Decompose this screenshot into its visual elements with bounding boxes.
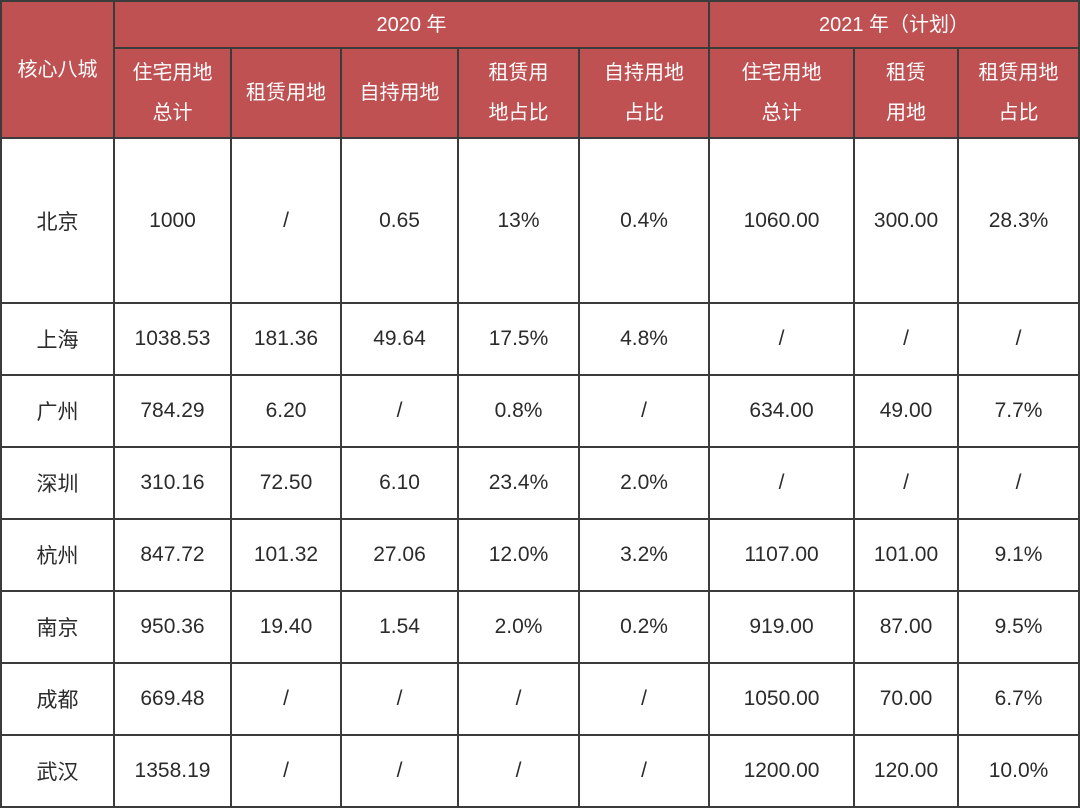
table-cell: 0.4%: [577, 137, 711, 304]
column-header: 住宅用地 总计: [708, 47, 856, 139]
table-cell: 23.4%: [457, 446, 580, 520]
table-cell: 19.40: [230, 590, 342, 664]
table-cell: 1038.53: [113, 302, 232, 376]
table-cell: 919.00: [708, 590, 856, 664]
table-row: 上海 1038.53 181.36 49.64 17.5% 4.8% / / /: [0, 302, 1080, 376]
table-cell: 17.5%: [457, 302, 580, 376]
table-cell: 70.00: [853, 662, 960, 736]
table-cell: 28.3%: [957, 137, 1080, 304]
table-cell: 101.00: [853, 518, 960, 592]
row-header-city: 北京: [0, 137, 115, 304]
table-cell: 0.8%: [457, 374, 580, 448]
table-cell: 950.36: [113, 590, 232, 664]
table-cell: /: [340, 374, 459, 448]
table-cell: 3.2%: [577, 518, 711, 592]
table-cell: 9.1%: [957, 518, 1080, 592]
table-cell: 49.64: [340, 302, 459, 376]
table-cell: 27.06: [340, 518, 459, 592]
table-cell: 1.54: [340, 590, 459, 664]
row-header-city: 上海: [0, 302, 115, 376]
table-cell: 300.00: [853, 137, 960, 304]
column-header: 住宅用地 总计: [113, 47, 232, 139]
table-body: 北京 1000/0.65 13% 0.4% 1060.00 300.00 28.3% 上海 10…: [0, 137, 1080, 808]
table-cell: 4.8%: [577, 302, 711, 376]
table-header: 核心八城 2020 年 2021 年（计划） 住宅用地 总计 租赁用地 自持用地 租赁…: [0, 0, 1080, 139]
table-cell: /: [708, 446, 856, 520]
table-cell: 2.0%: [457, 590, 580, 664]
table-cell: 9.5%: [957, 590, 1080, 664]
table-cell: 1000: [113, 137, 232, 304]
row-header-city: 深圳: [0, 446, 115, 520]
column-header: 自持用地 占比: [577, 47, 711, 139]
table-cell: 1107.00: [708, 518, 856, 592]
row-header-city: 武汉: [0, 734, 115, 808]
row-header-city: 南京: [0, 590, 115, 664]
table-cell: /: [853, 446, 960, 520]
table-cell: 6.20: [230, 374, 342, 448]
table-cell: 6.7%: [957, 662, 1080, 736]
year-header-row: 核心八城 2020 年 2021 年（计划）: [0, 0, 1080, 139]
table-cell: /: [457, 662, 580, 736]
table-cell: /: [230, 137, 342, 304]
table-cell: 0.65: [340, 137, 459, 304]
table-cell: 10.0%: [957, 734, 1080, 808]
table-cell: 2.0%: [577, 446, 711, 520]
table-cell: /: [230, 662, 342, 736]
table-cell: 1200.00: [708, 734, 856, 808]
table-cell: 49.00: [853, 374, 960, 448]
column-header: 租赁 用地: [853, 47, 960, 139]
table-cell: /: [853, 302, 960, 376]
table-cell: 7.7%: [957, 374, 1080, 448]
table-cell: /: [230, 734, 342, 808]
column-group-2021-plan: 2021 年（计划）: [708, 0, 1080, 49]
table-cell: 6.10: [340, 446, 459, 520]
table-cell: 310.16: [113, 446, 232, 520]
row-header-city: 广州: [0, 374, 115, 448]
table-cell: 13%: [457, 137, 580, 304]
table-cell: 72.50: [230, 446, 342, 520]
table-row: 广州 784.29 6.20/0.8%/634.00 49.00 7.7%: [0, 374, 1080, 448]
table-row: 北京 1000/0.65 13% 0.4% 1060.00 300.00 28.3%: [0, 137, 1080, 304]
table-cell: /: [340, 662, 459, 736]
table-cell: 1060.00: [708, 137, 856, 304]
table-cell: 181.36: [230, 302, 342, 376]
table-cell: /: [577, 662, 711, 736]
column-group-2020: 2020 年: [112, 0, 711, 49]
table-row: 杭州 847.72 101.32 27.06 12.0% 3.2% 1107.00 101.0…: [0, 518, 1080, 592]
table-cell: /: [577, 734, 711, 808]
column-header: 租赁用地 占比: [957, 47, 1080, 139]
table-cell: 120.00: [853, 734, 960, 808]
table-cell: 847.72: [113, 518, 232, 592]
column-header: 租赁用地: [230, 47, 342, 139]
table-row: 武汉 1358.19// //1200.00 120.00 10.0%: [0, 734, 1080, 808]
table-cell: /: [340, 734, 459, 808]
column-header: 租赁用 地占比: [457, 47, 580, 139]
table-cell: /: [957, 302, 1080, 376]
table-cell: /: [708, 302, 856, 376]
table-cell: 669.48: [113, 662, 232, 736]
row-header-city: 杭州: [0, 518, 115, 592]
table-cell: /: [577, 374, 711, 448]
row-header-city: 成都: [0, 662, 115, 736]
table-row: 成都 669.48// //1050.00 70.00 6.7%: [0, 662, 1080, 736]
table-row: 南京 950.36 19.40 1.54 2.0% 0.2% 919.00 87.00 9.5%: [0, 590, 1080, 664]
table-cell: 12.0%: [457, 518, 580, 592]
table-cell: /: [457, 734, 580, 808]
table-cell: 0.2%: [577, 590, 711, 664]
corner-header: 核心八城: [0, 0, 115, 139]
column-header: 自持用地: [340, 47, 459, 139]
table-cell: 634.00: [708, 374, 856, 448]
table-cell: 101.32: [230, 518, 342, 592]
table-cell: 87.00: [853, 590, 960, 664]
table-cell: 784.29: [113, 374, 232, 448]
subheader-row: 住宅用地 总计 租赁用地 自持用地 租赁用 地占比 自持用地 占比 住宅用地 总计 租赁 用…: [1, 47, 1080, 139]
table-cell: 1358.19: [113, 734, 232, 808]
table-cell: 1050.00: [708, 662, 856, 736]
table-row: 深圳 310.16 72.50 6.10 23.4% 2.0% / / /: [0, 446, 1080, 520]
table-cell: /: [957, 446, 1080, 520]
